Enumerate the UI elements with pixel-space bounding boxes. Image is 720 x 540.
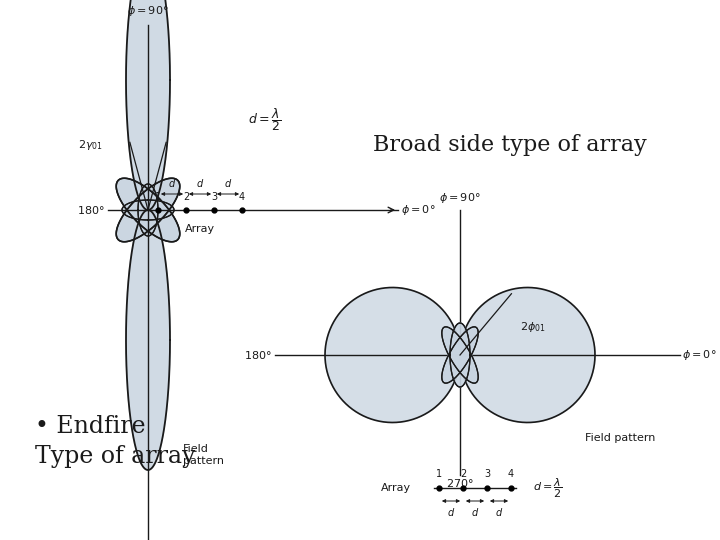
Text: $d = \dfrac{\lambda}{2}$: $d = \dfrac{\lambda}{2}$ <box>248 106 282 133</box>
Text: Array: Array <box>185 224 215 234</box>
Text: d: d <box>197 179 203 189</box>
Text: $2\phi_{01}$: $2\phi_{01}$ <box>520 320 546 334</box>
Text: 1: 1 <box>155 192 161 202</box>
Polygon shape <box>126 210 170 470</box>
Polygon shape <box>126 0 170 210</box>
Text: $\phi = 0°$: $\phi = 0°$ <box>401 203 436 217</box>
Text: $2\gamma_{01}$: $2\gamma_{01}$ <box>78 138 103 152</box>
Text: 2: 2 <box>460 469 466 479</box>
Text: $180°$: $180°$ <box>77 204 105 216</box>
Text: $\phi = 0°$: $\phi = 0°$ <box>682 348 716 362</box>
Polygon shape <box>442 327 478 383</box>
Text: $\phi = 90°$: $\phi = 90°$ <box>439 191 481 205</box>
Polygon shape <box>116 178 180 242</box>
Text: d: d <box>496 508 502 518</box>
Polygon shape <box>442 327 478 383</box>
Text: $180°$: $180°$ <box>244 349 272 361</box>
Polygon shape <box>116 178 180 242</box>
Text: • Endfire: • Endfire <box>35 415 145 438</box>
Polygon shape <box>450 323 470 387</box>
Polygon shape <box>450 323 470 387</box>
Text: 3: 3 <box>211 192 217 202</box>
Polygon shape <box>116 178 180 242</box>
Text: d: d <box>448 508 454 518</box>
Text: 2: 2 <box>183 192 189 202</box>
Text: Type of array: Type of array <box>35 445 196 468</box>
Text: Broad side type of array: Broad side type of array <box>373 134 647 156</box>
Polygon shape <box>442 327 478 383</box>
Text: d: d <box>472 508 478 518</box>
Text: 4: 4 <box>508 469 514 479</box>
Polygon shape <box>442 327 478 383</box>
Text: Array: Array <box>381 483 411 493</box>
Text: $\phi = 90°$: $\phi = 90°$ <box>127 4 168 18</box>
Text: Field
pattern: Field pattern <box>183 444 224 466</box>
Polygon shape <box>460 287 595 422</box>
Text: $270°$: $270°$ <box>446 477 474 489</box>
Polygon shape <box>122 200 174 220</box>
Polygon shape <box>325 287 460 422</box>
Text: 3: 3 <box>484 469 490 479</box>
Polygon shape <box>138 184 158 236</box>
Text: d: d <box>225 179 231 189</box>
Text: $d = \dfrac{\lambda}{2}$: $d = \dfrac{\lambda}{2}$ <box>533 476 563 500</box>
Polygon shape <box>116 178 180 242</box>
Text: d: d <box>169 179 175 189</box>
Text: Field pattern: Field pattern <box>585 433 655 443</box>
Polygon shape <box>138 184 158 236</box>
Text: 1: 1 <box>436 469 442 479</box>
Polygon shape <box>122 200 174 220</box>
Text: 4: 4 <box>239 192 245 202</box>
